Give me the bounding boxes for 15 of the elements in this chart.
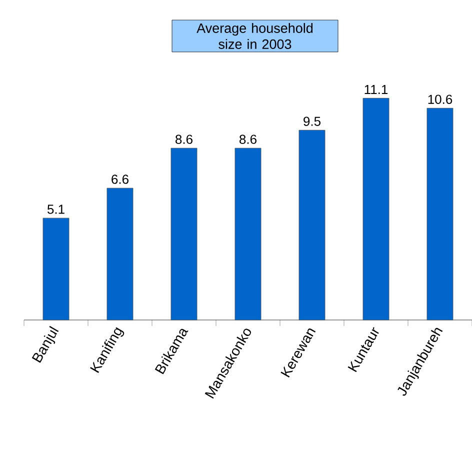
data-label: 10.6 [428, 94, 452, 104]
data-label: 9.5 [304, 116, 320, 126]
bar [298, 130, 326, 320]
bar [42, 218, 70, 320]
data-label: 11.1 [364, 85, 388, 94]
data-label: 8.6 [176, 134, 192, 144]
bar [170, 148, 198, 320]
chart-title: Average household size in 2003 [196, 23, 313, 49]
bar [234, 148, 262, 320]
bar [106, 188, 134, 320]
data-label: 5.1 [47, 204, 64, 214]
bar [362, 98, 390, 320]
data-label: 8.6 [240, 134, 256, 144]
data-label: 6.6 [112, 174, 128, 184]
bar [426, 108, 454, 320]
